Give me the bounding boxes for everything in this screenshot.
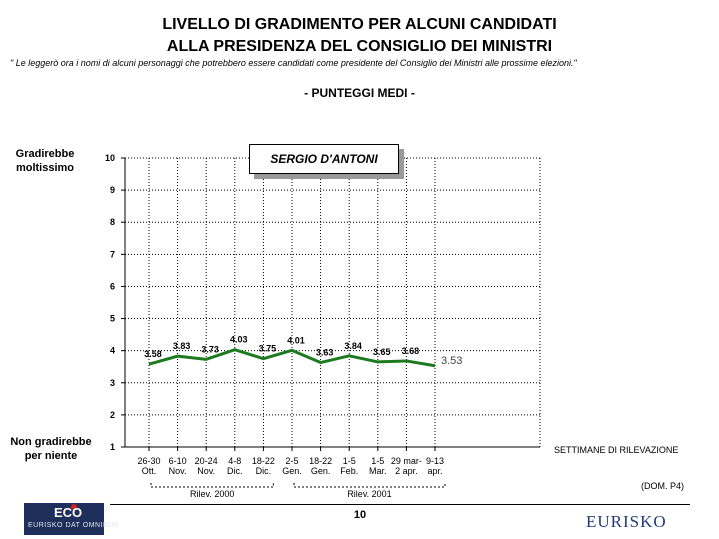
candidate-box: SERGIO D'ANTONI: [249, 144, 399, 174]
x-tick-label: 29 mar-: [391, 456, 422, 466]
data-label: 3.83: [173, 341, 191, 351]
y-tick-label: 6: [110, 281, 115, 291]
question-note: " Le leggerò ora i nomi di alcuni person…: [10, 58, 577, 68]
scale-bottom-label: Non gradirebbe per niente: [6, 435, 96, 463]
chart-subtitle: - PUNTEGGI MEDI -: [304, 86, 415, 100]
x-tick-label: 20-24: [195, 456, 218, 466]
x-tick-label: 18-22: [309, 456, 332, 466]
x-tick-label: 1-5: [371, 456, 384, 466]
logo-dot-icon: [71, 504, 77, 510]
x-tick-label: Ott.: [142, 466, 157, 476]
eco-logo-subtext: EURISKO DAT OMNIBUS: [28, 522, 119, 529]
x-axis-note: SETTIMANE DI RILEVAZIONE: [554, 445, 679, 455]
scale-bottom-label-line2: per niente: [24, 450, 78, 462]
chart-title-line2: ALLA PRESIDENZA DEL CONSIGLIO DEI MINIST…: [166, 38, 553, 55]
data-label: 3.53: [441, 355, 462, 367]
question-reference: (DOM. P4): [641, 481, 685, 491]
footer-divider: [110, 504, 690, 505]
x-tick-label: apr.: [427, 466, 442, 476]
eco-logo-text: ECO: [54, 505, 83, 520]
chart-title-line1: LIVELLO DI GRADIMENTO PER ALCUNI CANDIDA…: [162, 16, 557, 33]
x-tick-label: Gen.: [282, 466, 302, 476]
data-label: 3.68: [402, 346, 420, 356]
x-tick-label: Dic.: [227, 466, 243, 476]
x-tick-label: Dic.: [256, 466, 272, 476]
x-tick-label: Mar.: [369, 466, 387, 476]
x-tick-label: 2-5: [285, 456, 298, 466]
x-tick-label: 2 apr.: [395, 466, 418, 476]
y-tick-label: 10: [105, 153, 115, 163]
x-tick-label: 1-5: [343, 456, 356, 466]
data-label: 3.65: [373, 347, 391, 357]
page-number: 10: [353, 509, 367, 521]
scale-top-label: Gradirebbe moltissimo: [0, 147, 90, 175]
x-tick-label: 18-22: [252, 456, 275, 466]
data-label: 3.84: [344, 341, 362, 351]
x-tick-label: 26-30: [137, 456, 160, 466]
scale-top-label-line1: Gradirebbe: [15, 148, 75, 160]
eco-logo: ECO EURISKO DAT OMNIBUS: [24, 503, 118, 535]
group-label: Rilev. 2000: [190, 489, 234, 499]
y-tick-label: 4: [110, 346, 115, 356]
group-bracket: [150, 483, 274, 488]
group-label: Rilev. 2001: [347, 489, 391, 499]
y-tick-label: 9: [110, 185, 115, 195]
eurisko-logo: EURISKO: [586, 512, 667, 531]
scale-bottom-label-line1: Non gradirebbe: [10, 436, 92, 448]
data-label: 3.73: [201, 344, 219, 354]
data-label: 3.58: [144, 349, 162, 359]
x-tick-label: Gen.: [311, 466, 331, 476]
y-tick-label: 7: [110, 249, 115, 259]
x-tick-label: Nov.: [197, 466, 215, 476]
y-tick-label: 5: [110, 314, 115, 324]
y-tick-label: 3: [110, 378, 115, 388]
group-bracket: [293, 483, 446, 488]
series-line: [148, 348, 436, 368]
x-tick-label: 4-8: [228, 456, 241, 466]
x-tick-label: Nov.: [169, 466, 187, 476]
y-tick-label: 2: [110, 410, 115, 420]
data-label: 3.63: [316, 348, 334, 358]
data-label: 3.75: [259, 344, 277, 354]
x-tick-label: 9-13: [426, 456, 444, 466]
x-tick-label: 6-10: [169, 456, 187, 466]
y-tick-label: 8: [110, 217, 115, 227]
y-tick-label: 1: [110, 442, 115, 452]
x-tick-label: Feb.: [340, 466, 358, 476]
data-label: 4.01: [287, 335, 305, 345]
data-label: 4.03: [230, 335, 248, 345]
scale-top-label-line2: moltissimo: [15, 162, 75, 174]
